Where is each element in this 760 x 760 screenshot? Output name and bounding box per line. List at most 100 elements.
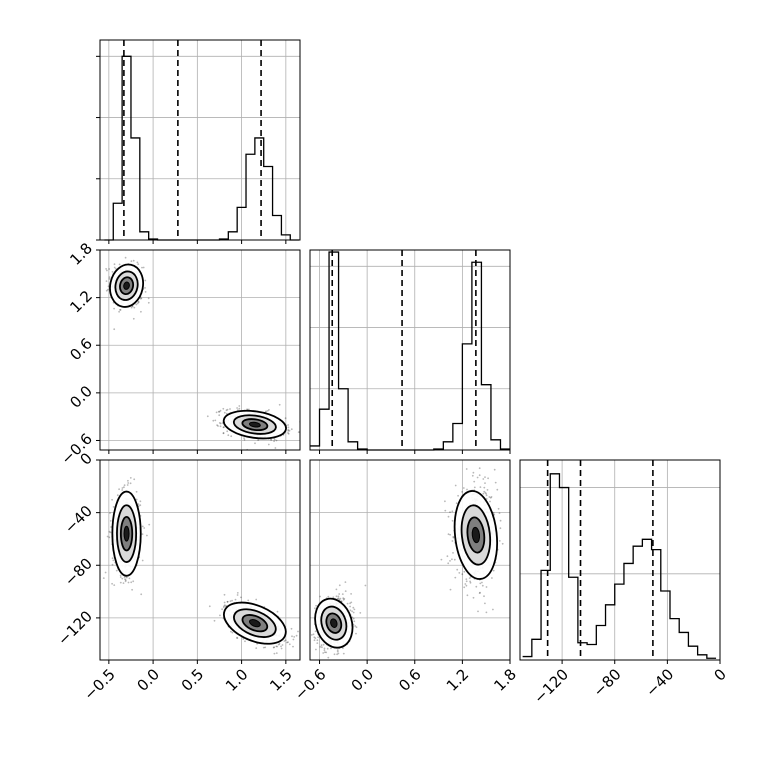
- sample-point: [485, 494, 488, 497]
- sample-point: [307, 652, 309, 654]
- sample-point: [223, 605, 226, 607]
- sample-point: [129, 482, 132, 485]
- sample-point: [236, 637, 239, 639]
- sample-point: [141, 525, 144, 528]
- sample-point: [327, 656, 330, 659]
- sample-point: [148, 523, 151, 526]
- x-tick-label: −40: [642, 665, 677, 700]
- sample-point: [314, 630, 317, 633]
- sample-point: [344, 581, 347, 583]
- sample-point: [124, 578, 126, 581]
- axes-frame: [309, 459, 511, 661]
- axes-frame: [309, 249, 511, 451]
- x-tick-label: −0.5: [80, 665, 118, 703]
- sample-point: [94, 273, 96, 275]
- sample-point: [118, 488, 120, 491]
- sample-point: [236, 636, 238, 639]
- sample-point: [451, 558, 453, 561]
- sample-point: [354, 625, 357, 627]
- sample-point: [497, 507, 500, 510]
- sample-point: [280, 647, 283, 650]
- sample-point: [121, 487, 124, 489]
- sample-point: [102, 577, 105, 579]
- sample-point: [295, 634, 298, 637]
- sample-point: [223, 593, 226, 596]
- sample-point: [493, 468, 496, 471]
- sample-point: [219, 409, 222, 412]
- sample-point: [113, 584, 116, 586]
- density-contours: [109, 263, 144, 308]
- sample-point: [139, 500, 142, 503]
- sample-point: [222, 606, 225, 609]
- sample-point: [236, 407, 239, 409]
- sample-point: [236, 592, 239, 594]
- sample-point: [353, 620, 356, 623]
- sample-point: [475, 585, 478, 588]
- sample-point: [287, 432, 290, 435]
- x-tick-label: 0.5: [178, 665, 208, 695]
- sample-point: [485, 611, 488, 614]
- sample-point: [447, 533, 450, 536]
- y-tick-label: 0.6: [66, 335, 96, 365]
- sample-point: [137, 300, 140, 303]
- sample-point: [234, 598, 237, 601]
- sample-point: [468, 577, 471, 579]
- y-tick-label: 0.0: [66, 382, 96, 412]
- sample-point: [140, 593, 143, 596]
- sample-point: [287, 426, 290, 429]
- contour-level-3: [248, 421, 261, 428]
- sample-point: [483, 486, 486, 489]
- sample-point: [119, 309, 121, 311]
- sample-point: [113, 328, 116, 331]
- sample-point: [292, 638, 295, 641]
- scatter-panel-0: [94, 249, 301, 454]
- sample-point: [119, 574, 122, 577]
- sample-point: [226, 430, 229, 433]
- sample-point: [310, 634, 313, 636]
- sample-point: [106, 535, 109, 538]
- sample-point: [130, 581, 133, 584]
- sample-point: [349, 609, 352, 612]
- x-tick-label: 0.6: [395, 665, 425, 695]
- axes-frame: [99, 39, 301, 241]
- sample-point: [464, 583, 467, 585]
- sample-point: [132, 317, 135, 320]
- sample-point: [243, 437, 246, 440]
- sample-point: [231, 599, 234, 602]
- sample-point: [313, 636, 316, 639]
- sample-point: [121, 489, 124, 491]
- sample-point: [262, 646, 265, 649]
- sample-point: [110, 526, 112, 528]
- sample-point: [122, 582, 125, 584]
- sample-point: [238, 405, 241, 407]
- sample-point: [274, 447, 277, 449]
- sample-point: [219, 422, 222, 425]
- sample-point: [484, 491, 487, 494]
- sample-point: [119, 581, 122, 584]
- sample-point: [141, 559, 144, 562]
- sample-point: [315, 648, 317, 651]
- sample-point: [267, 443, 270, 446]
- density-contours: [223, 601, 287, 645]
- sample-point: [275, 652, 278, 654]
- sample-point: [492, 608, 494, 611]
- sample-point: [125, 576, 128, 579]
- sample-point: [139, 504, 142, 507]
- sample-point: [297, 630, 299, 633]
- sample-point: [123, 576, 126, 578]
- sample-point: [141, 266, 143, 269]
- sample-point: [479, 582, 482, 585]
- sample-point: [330, 647, 332, 650]
- sample-point: [478, 467, 481, 470]
- sample-point: [355, 632, 357, 635]
- sample-point: [340, 600, 343, 602]
- contour-level-3: [330, 618, 338, 628]
- sample-point: [214, 419, 217, 422]
- y-tick-label: −40: [61, 502, 96, 537]
- sample-point: [306, 628, 308, 630]
- sample-point: [452, 536, 455, 539]
- sample-point: [293, 636, 296, 638]
- sample-point: [342, 597, 345, 600]
- sample-point: [355, 626, 358, 629]
- sample-point: [240, 596, 242, 599]
